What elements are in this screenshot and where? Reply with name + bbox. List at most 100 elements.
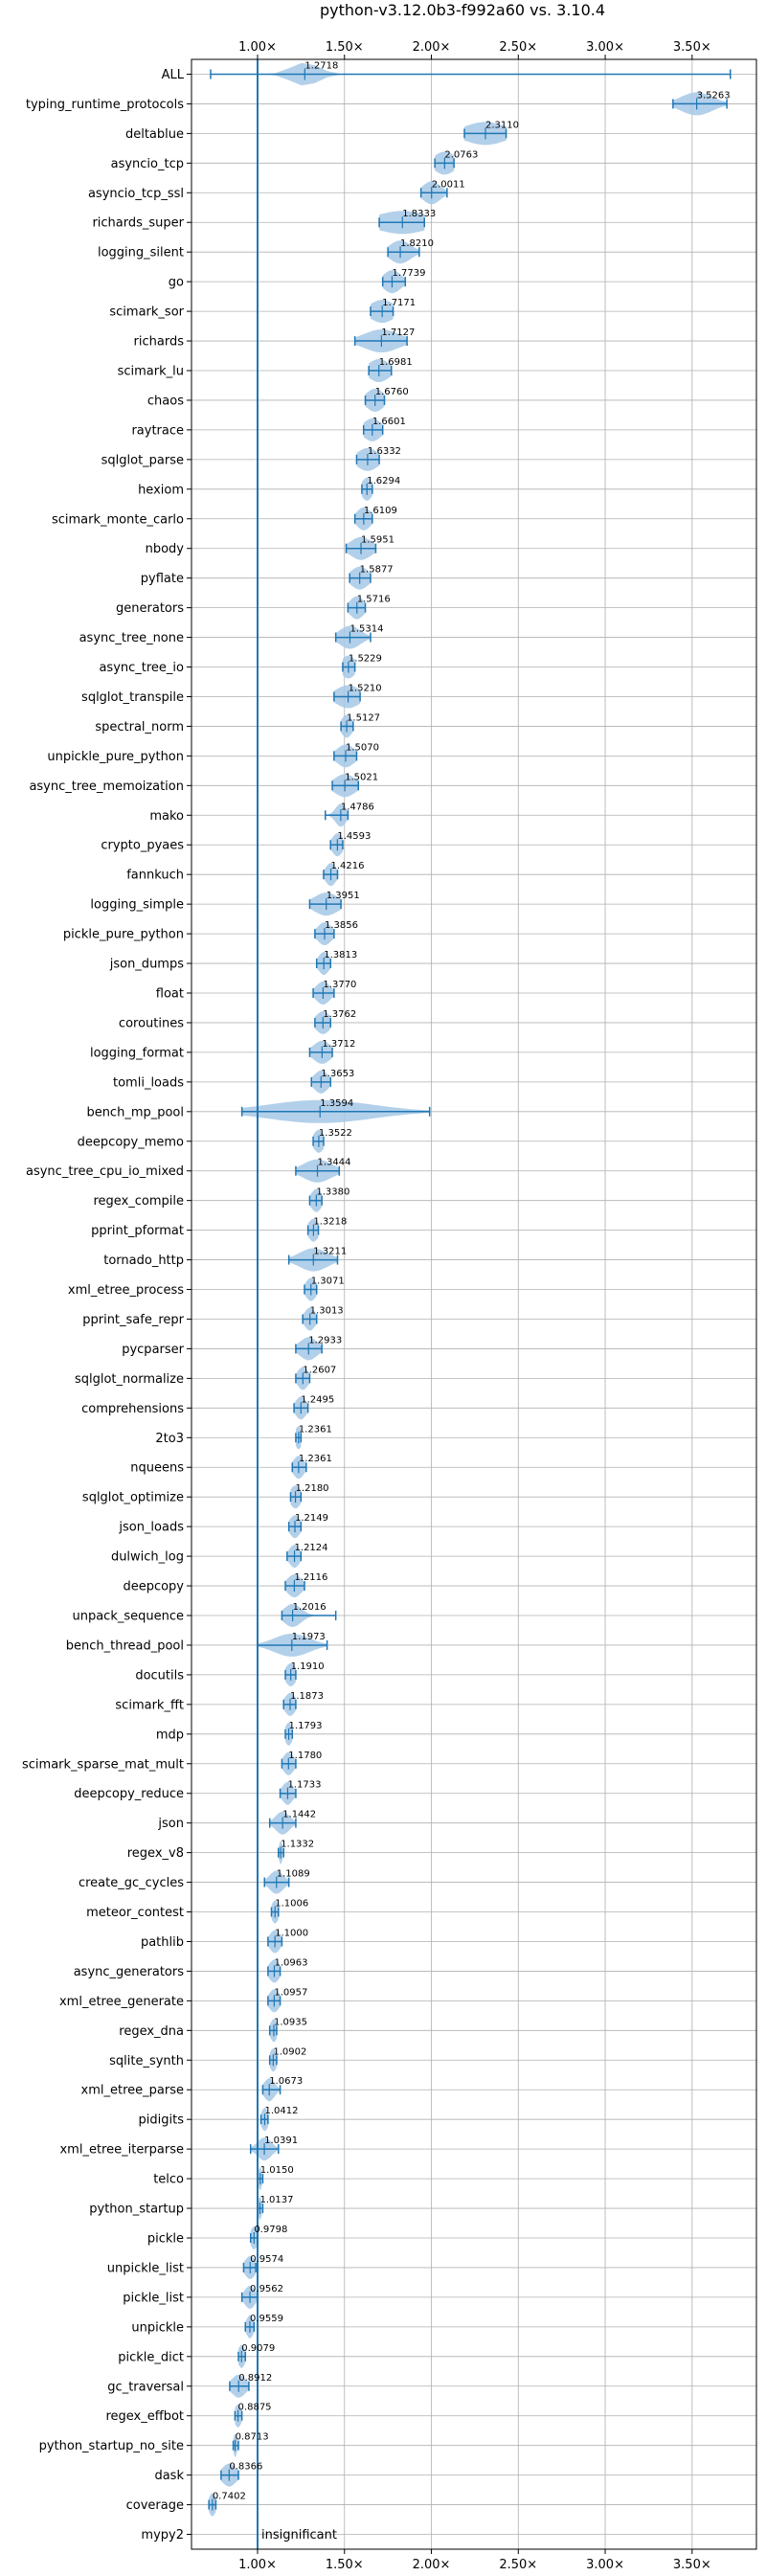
- benchmark-label: scimark_monte_carlo: [52, 512, 184, 527]
- value-label: 1.3013: [310, 1305, 344, 1316]
- benchmark-label: tomli_loads: [113, 1075, 184, 1090]
- value-label: 1.2718: [304, 60, 338, 71]
- value-label: 1.1442: [282, 1810, 316, 1820]
- value-label: 1.3712: [322, 1039, 355, 1050]
- benchmark-label: float: [156, 987, 184, 1002]
- benchmark-label: deepcopy_memo: [78, 1135, 184, 1149]
- value-label: 0.8366: [229, 2462, 262, 2473]
- value-label: 1.7739: [392, 268, 425, 279]
- benchmark-label: scimark_lu: [118, 365, 184, 379]
- label-layer: 1.00× 1.00× 1.50× 1.50× 2.00× 2.00× 2.50× 2.50×…: [22, 40, 731, 2572]
- value-label: 1.3653: [321, 1069, 354, 1079]
- value-label: 2.0011: [432, 179, 465, 190]
- benchmark-label: chaos: [147, 394, 184, 408]
- value-label: 1.5314: [349, 624, 383, 635]
- value-label: 1.5716: [357, 595, 391, 605]
- value-label: 1.5229: [349, 654, 382, 665]
- value-label: 1.0935: [274, 2017, 307, 2027]
- benchmark-label: hexiom: [138, 483, 184, 497]
- benchmark-label: json_dumps: [109, 958, 184, 972]
- value-label: 3.5263: [697, 90, 731, 101]
- value-label: 1.2016: [293, 1602, 327, 1613]
- benchmark-label: pathlib: [141, 1935, 184, 1950]
- value-label: 1.4216: [331, 861, 365, 871]
- benchmark-label: python_startup: [89, 2203, 184, 2217]
- value-label: 1.0963: [274, 1957, 307, 1968]
- benchmark-label: async_tree_io: [99, 661, 184, 675]
- value-label: 1.2361: [299, 1424, 332, 1435]
- insignificant-annotation: insignificant: [261, 2528, 337, 2542]
- benchmark-label: sqlglot_transpile: [81, 690, 184, 705]
- value-label: 1.6760: [375, 387, 409, 397]
- benchmark-label: telco: [153, 2173, 184, 2187]
- benchmark-label: raytrace: [131, 423, 184, 438]
- value-label: 0.8713: [236, 2432, 269, 2443]
- benchmark-label: xml_etree_process: [68, 1283, 184, 1298]
- value-label: 0.7402: [213, 2492, 246, 2502]
- value-label: 1.1873: [290, 1691, 324, 1702]
- benchmark-label: unpickle_pure_python: [47, 750, 184, 764]
- value-label: 1.3770: [323, 980, 356, 990]
- benchmark-label: bench_thread_pool: [66, 1638, 184, 1653]
- benchmark-label: typing_runtime_protocols: [26, 98, 184, 112]
- value-label: 1.6601: [372, 417, 406, 427]
- benchmark-label: deepcopy_reduce: [74, 1787, 184, 1801]
- value-label: 1.2116: [294, 1572, 327, 1583]
- benchmark-label: sqlite_synth: [109, 2054, 184, 2068]
- value-label: 1.0957: [274, 1987, 307, 1998]
- value-label: 1.0150: [260, 2165, 294, 2176]
- value-label: 1.1006: [275, 1899, 308, 1909]
- benchmark-label: crypto_pyaes: [101, 839, 184, 853]
- value-label: 1.6109: [364, 506, 397, 516]
- grid-layer: [187, 55, 756, 2554]
- benchmark-label: pidigits: [139, 2113, 185, 2128]
- benchmark-label: async_tree_none: [79, 631, 184, 645]
- benchmark-label: scimark_sor: [109, 305, 184, 320]
- value-label: 0.8912: [238, 2373, 272, 2384]
- benchmark-label: spectral_norm: [95, 720, 184, 734]
- benchmark-label: coverage: [126, 2498, 184, 2513]
- value-label: 0.9079: [241, 2343, 275, 2354]
- value-label: 1.2933: [308, 1335, 342, 1345]
- benchmark-label: async_tree_memoization: [29, 780, 184, 794]
- value-label: 1.3522: [319, 1128, 352, 1139]
- benchmark-label: regex_effbot: [105, 2409, 184, 2424]
- value-label: 1.3594: [320, 1098, 353, 1109]
- value-label: 1.0673: [269, 2076, 303, 2087]
- value-label: 1.3071: [311, 1277, 345, 1287]
- benchmark-label: async_tree_cpu_io_mixed: [26, 1164, 184, 1179]
- value-label: 1.2124: [295, 1543, 328, 1553]
- value-label: 0.8875: [238, 2403, 272, 2413]
- benchmark-label: mako: [149, 809, 184, 824]
- benchmark-label: richards_super: [92, 216, 184, 231]
- value-label: 1.8210: [400, 238, 434, 249]
- benchmark-label: 2to3: [155, 1432, 184, 1446]
- value-label: 1.5951: [361, 535, 394, 546]
- value-label: 1.2607: [303, 1365, 336, 1375]
- benchmark-label: asyncio_tcp: [111, 157, 184, 171]
- benchmark-label: coroutines: [119, 1016, 184, 1030]
- value-label: 1.1973: [292, 1632, 326, 1642]
- value-label: 1.4593: [337, 831, 371, 842]
- benchmark-label: python_startup_no_site: [39, 2439, 184, 2453]
- benchmark-label: mypy2: [141, 2528, 184, 2542]
- value-label: 0.9798: [254, 2225, 287, 2235]
- chart-title: python-v3.12.0b3-f992a60 vs. 3.10.4: [320, 1, 605, 19]
- value-label: 1.2149: [295, 1513, 328, 1524]
- benchmark-label: pickle: [147, 2232, 184, 2247]
- value-label: 1.6981: [379, 357, 413, 368]
- value-label: 1.1332: [281, 1840, 314, 1850]
- value-label: 1.1000: [275, 1928, 308, 1938]
- x-tick-label-top: 3.00×: [586, 40, 624, 55]
- x-tick-label-bottom: 2.00×: [413, 2558, 451, 2572]
- benchmark-label: sqlglot_parse: [101, 453, 184, 467]
- x-tick-label-top: 3.50×: [673, 40, 711, 55]
- value-label: 1.8333: [402, 209, 436, 219]
- benchmark-label: unpack_sequence: [72, 1610, 184, 1624]
- x-tick-label-bottom: 1.50×: [326, 2558, 364, 2572]
- benchmark-label: pyflate: [141, 572, 184, 586]
- value-label: 1.2361: [299, 1454, 332, 1464]
- benchmark-label: sqlglot_optimize: [82, 1491, 184, 1505]
- value-label: 1.6294: [367, 476, 400, 486]
- value-label: 1.1793: [289, 1721, 323, 1731]
